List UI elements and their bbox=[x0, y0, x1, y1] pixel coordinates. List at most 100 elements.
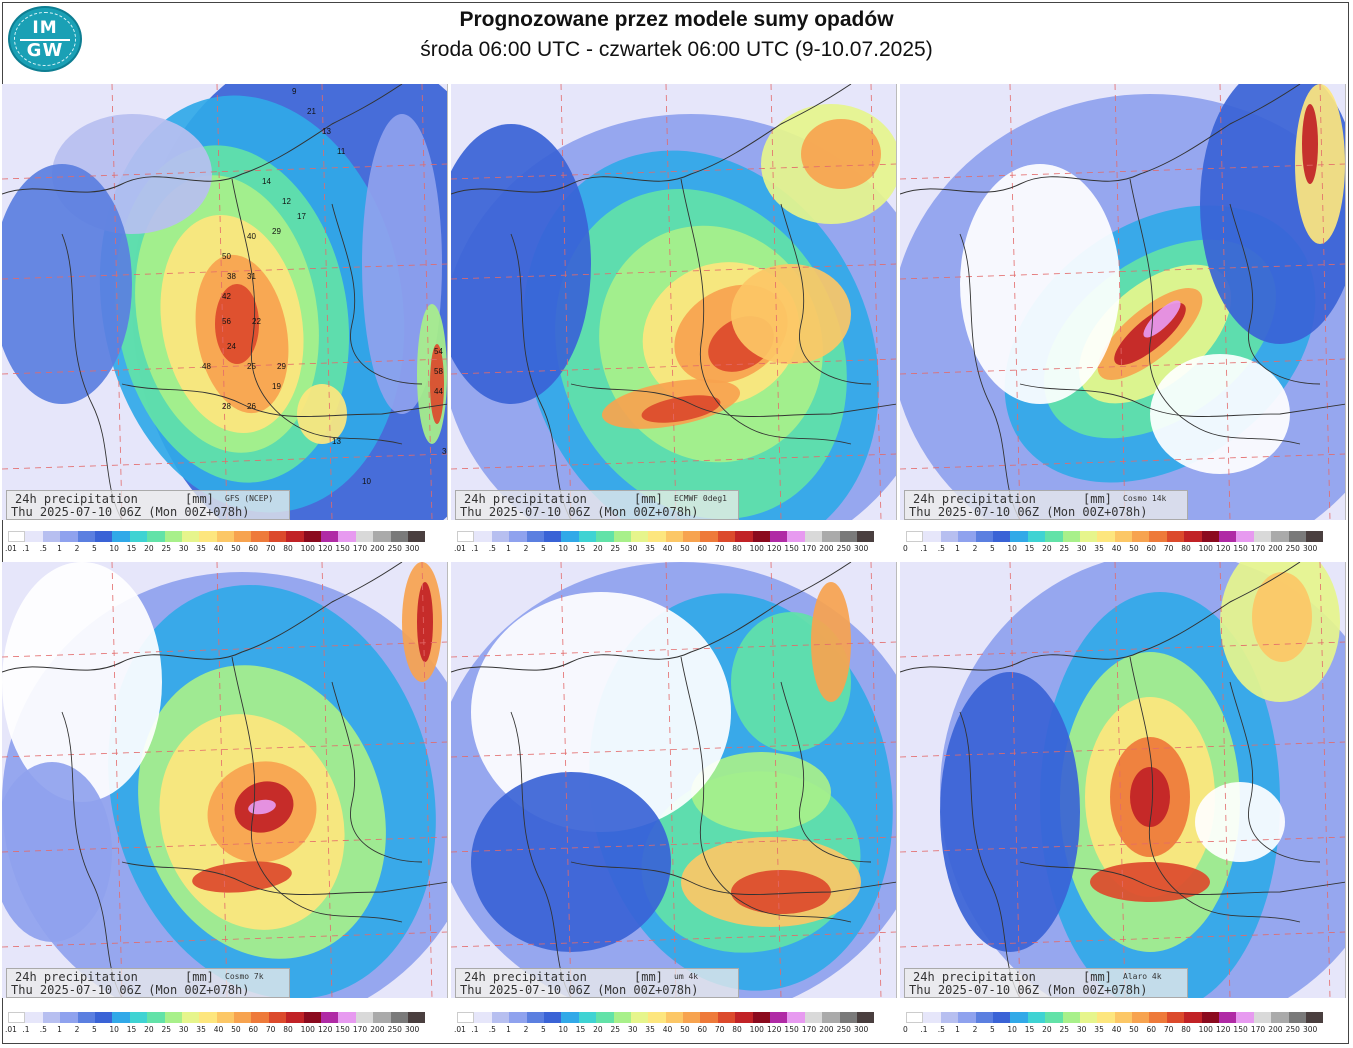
precip-area bbox=[417, 582, 433, 662]
legend-cosmo7k: .01.1.5 1 2 5 10 15 20 25 30 35 40 50 60 70 80 100 120 15… bbox=[2, 1012, 448, 1038]
gridpoint-value: 50 bbox=[222, 252, 231, 261]
gridpoint-value: 24 bbox=[227, 342, 236, 351]
color-swatch bbox=[509, 531, 527, 542]
scale-tick-label: 100 bbox=[749, 544, 764, 553]
color-swatch bbox=[975, 1012, 993, 1023]
lat-gridline bbox=[451, 836, 896, 853]
scale-tick-label: 2 bbox=[972, 544, 978, 553]
color-swatch bbox=[94, 1012, 113, 1023]
scale-tick-label: 5 bbox=[540, 1025, 546, 1034]
color-swatch bbox=[42, 1012, 61, 1023]
country-border bbox=[1129, 178, 1301, 445]
color-swatch bbox=[613, 531, 631, 542]
color-scale bbox=[457, 1012, 875, 1023]
color-swatch bbox=[1062, 1012, 1080, 1023]
gridpoint-value: 54 bbox=[434, 347, 443, 356]
lon-gridline bbox=[321, 84, 333, 520]
color-swatch bbox=[251, 1012, 269, 1023]
scale-tick-label: 1 bbox=[506, 544, 511, 553]
color-swatch bbox=[94, 531, 113, 542]
gridpoint-value: 29 bbox=[272, 227, 281, 236]
color-swatch bbox=[1045, 531, 1063, 542]
gridpoint-value: 25 bbox=[247, 362, 256, 371]
color-swatch bbox=[1149, 531, 1167, 542]
scale-tick-label: .1 bbox=[471, 1025, 479, 1034]
color-swatch bbox=[390, 1012, 408, 1023]
page-subtitle: środa 06:00 UTC - czwartek 06:00 UTC (9-… bbox=[420, 38, 933, 61]
unit-label: [mm] bbox=[1083, 492, 1112, 506]
gridpoint-value: 11 bbox=[337, 147, 346, 156]
color-swatch bbox=[1288, 1012, 1306, 1023]
color-swatch bbox=[578, 1012, 597, 1023]
gridpoint-value: 30 bbox=[442, 447, 448, 456]
scale-tick-label: 150 bbox=[335, 1025, 350, 1034]
scale-tick-label: .5 bbox=[488, 544, 496, 553]
country-border bbox=[570, 861, 896, 895]
color-swatch bbox=[321, 531, 339, 542]
scale-tick-label: 1 bbox=[57, 544, 62, 553]
model-name: Alaro 4k bbox=[1123, 972, 1162, 981]
gridpoint-value: 17 bbox=[297, 212, 306, 221]
scale-tick-label: 2 bbox=[74, 1025, 80, 1034]
color-swatch bbox=[770, 1012, 788, 1023]
coastline bbox=[2, 84, 403, 195]
precip-area bbox=[2, 164, 132, 404]
lon-gridline bbox=[321, 562, 333, 998]
scale-tick-label: 80 bbox=[1181, 544, 1191, 553]
scale-tick-label: 2 bbox=[74, 544, 80, 553]
scale-tick-label: 170 bbox=[352, 544, 368, 553]
gridpoint-value: 42 bbox=[222, 292, 231, 301]
gridpoint-value: 19 bbox=[272, 382, 281, 391]
valid-time: Thu 2025-07-10 06Z (Mon 00Z+078h) bbox=[11, 505, 250, 519]
color-swatch bbox=[286, 1012, 304, 1023]
precip-area bbox=[731, 264, 851, 364]
lat-gridline bbox=[451, 358, 896, 375]
scale-tick-label: 70 bbox=[265, 1025, 276, 1034]
color-swatch bbox=[752, 1012, 771, 1023]
scale-tick-label: 10 bbox=[109, 1025, 119, 1034]
precip-area bbox=[192, 861, 292, 893]
coastline bbox=[900, 562, 1301, 673]
precip-area bbox=[801, 119, 881, 189]
color-swatch bbox=[1010, 1012, 1028, 1023]
color-swatch bbox=[251, 531, 269, 542]
lon-gridline bbox=[770, 84, 782, 520]
scale-tick-label: 60 bbox=[1146, 1025, 1157, 1034]
imgw-logo: IM GW bbox=[8, 6, 82, 72]
color-swatch bbox=[1114, 1012, 1133, 1023]
scale-tick-label: 35 bbox=[645, 544, 655, 553]
color-swatch bbox=[474, 1012, 492, 1023]
gridpoint-value: 31 bbox=[247, 272, 256, 281]
gridpoint-value: 38 bbox=[227, 272, 236, 281]
scale-tick-label: .1 bbox=[920, 544, 928, 553]
color-swatch bbox=[286, 531, 304, 542]
color-swatch bbox=[1079, 1012, 1098, 1023]
precip-label: 24h precipitation bbox=[15, 492, 138, 506]
precip-area bbox=[641, 395, 721, 423]
scale-tick-label: 300 bbox=[1302, 1025, 1318, 1034]
scale-tick-label: 150 bbox=[784, 544, 799, 553]
color-scale bbox=[8, 1012, 426, 1023]
precip-area bbox=[1295, 84, 1345, 244]
scale-tick-label: 300 bbox=[1302, 544, 1318, 553]
color-swatch bbox=[147, 531, 165, 542]
scale-tick-label: 35 bbox=[196, 544, 206, 553]
scale-tick-label: 15 bbox=[126, 1025, 137, 1034]
color-swatch bbox=[373, 531, 391, 542]
color-swatch bbox=[1219, 531, 1237, 542]
scale-tick-label: 200 bbox=[819, 1025, 834, 1034]
color-swatch bbox=[1288, 531, 1306, 542]
precip-area bbox=[1302, 104, 1318, 184]
scale-tick-label: 50 bbox=[231, 1025, 241, 1034]
precip-area bbox=[940, 672, 1080, 952]
scale-tick-label: 300 bbox=[404, 544, 420, 553]
color-swatch bbox=[665, 1012, 684, 1023]
lat-gridline bbox=[900, 163, 1345, 180]
country-border bbox=[680, 656, 852, 923]
scale-tick-label: 120 bbox=[1216, 544, 1231, 553]
scale-tick-label: 200 bbox=[1268, 544, 1283, 553]
color-swatch bbox=[1271, 531, 1289, 542]
scale-tick-label: 30 bbox=[178, 1025, 189, 1034]
color-swatch bbox=[216, 1012, 235, 1023]
map-panel-alaro4k: 24h precipitation [mm] Alaro 4k Thu 2025-07… bbox=[900, 562, 1346, 998]
